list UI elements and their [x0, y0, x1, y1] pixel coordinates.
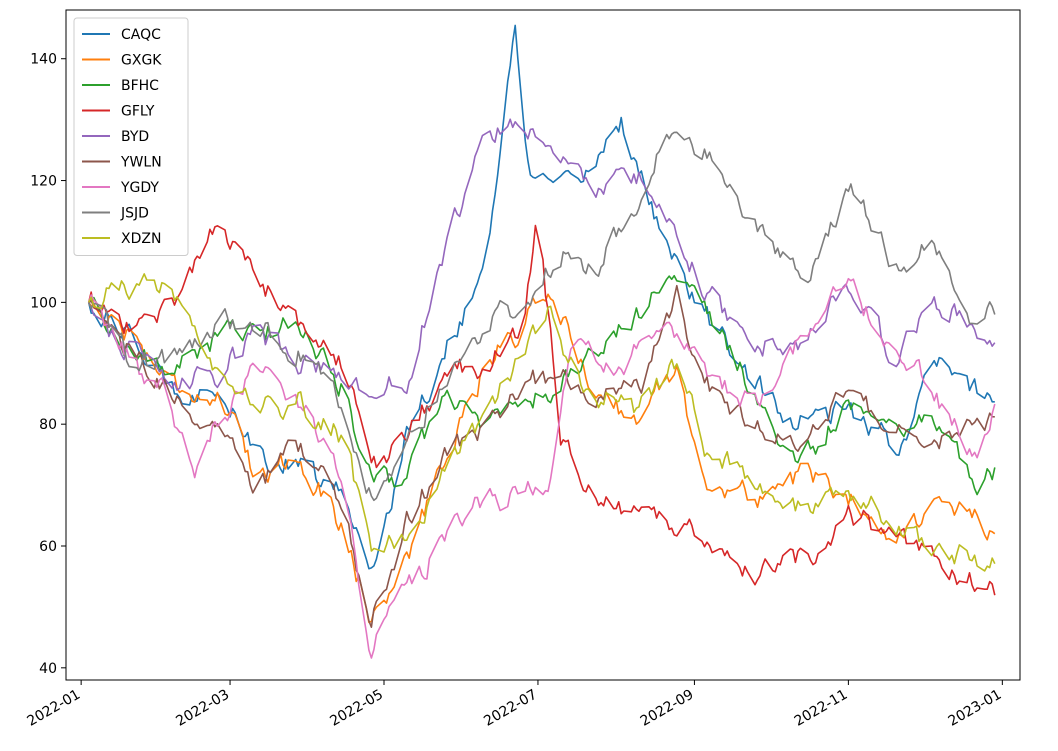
y-tick-label: 100 [30, 295, 57, 311]
y-tick-label: 40 [39, 661, 57, 677]
y-axis: 40 60 80 100 120 140 [30, 52, 66, 677]
x-tick-label: 2022-09 [638, 687, 697, 730]
legend-label: GFLY [121, 104, 155, 120]
x-tick-label: 2022-11 [792, 687, 851, 730]
series-line-ywln [88, 284, 995, 629]
legend-label: YGDY [120, 180, 159, 196]
legend-label: BFHC [121, 78, 159, 94]
legend-label: YWLN [120, 155, 162, 171]
y-tick-label: 60 [39, 539, 57, 555]
legend-box [73, 17, 189, 256]
legend-label: XDZN [121, 231, 161, 247]
x-axis: 2022-01 2022-03 2022-05 2022-07 2022-09 2022-… [24, 680, 1004, 730]
series-line-bfhc [88, 274, 996, 496]
series-line-xdzn [87, 273, 996, 572]
series-lines [87, 24, 996, 659]
legend-label: BYD [121, 129, 149, 145]
x-tick-label: 2023-01 [946, 687, 1005, 730]
legend: CAQC GXGK BFHC GFLY BYD YWLN YGDY JSJD XDZN [73, 17, 189, 256]
legend-label: JSJD [120, 206, 149, 222]
x-tick-label: 2022-07 [481, 687, 540, 730]
x-tick-label: 2022-03 [173, 687, 232, 730]
series-line-ygdy [87, 277, 996, 659]
plot-frame [65, 9, 1021, 681]
series-line-gxgk [88, 293, 996, 624]
series-line-jsjd [87, 131, 996, 502]
y-tick-label: 140 [30, 52, 57, 68]
x-tick-label: 2022-01 [24, 687, 83, 730]
y-tick-label: 120 [30, 174, 57, 190]
x-tick-label: 2022-05 [327, 687, 386, 730]
series-line-byd [87, 118, 996, 400]
legend-label: CAQC [121, 27, 161, 43]
series-line-gfly [87, 224, 996, 596]
y-tick-label: 80 [39, 417, 57, 433]
legend-label: GXGK [121, 53, 162, 69]
